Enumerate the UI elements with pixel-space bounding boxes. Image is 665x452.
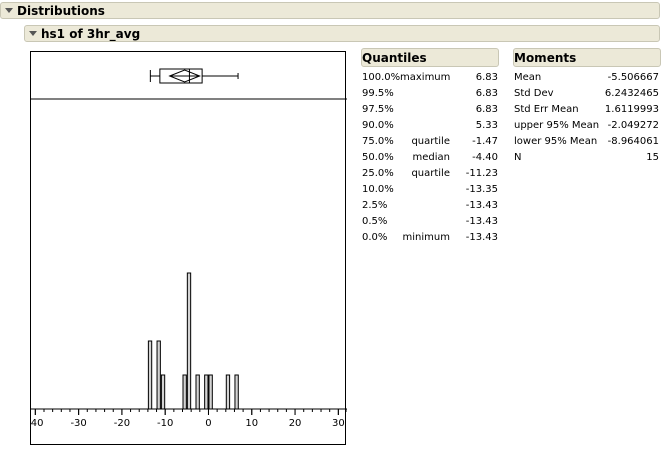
x-tick-label: 20 <box>289 418 302 429</box>
histogram-bar <box>225 374 231 410</box>
quantile-label: median <box>412 152 451 163</box>
quantile-percent: 90.0% <box>362 120 394 131</box>
quantile-percent: 99.5% <box>362 88 394 99</box>
quantile-value: -13.43 <box>465 216 498 227</box>
quantile-percent: 75.0% <box>362 136 394 147</box>
quantile-percent: 0.5% <box>362 216 388 227</box>
moment-value: 6.2432465 <box>604 88 659 99</box>
quantile-percent: 97.5% <box>362 104 394 115</box>
quantile-value: 6.83 <box>475 104 498 115</box>
quantile-percent: 10.0% <box>362 184 394 195</box>
quantile-label <box>400 103 450 117</box>
moment-label: Std Err Mean <box>514 104 579 115</box>
quantiles-header[interactable]: Quantiles <box>361 48 499 67</box>
histogram-bar <box>234 374 239 410</box>
quantile-value: -13.43 <box>465 232 498 243</box>
x-tick-label: -20 <box>114 418 130 429</box>
quantile-value: -13.43 <box>465 200 498 211</box>
quantile-label: minimum <box>402 232 450 243</box>
quantile-percent: 50.0% <box>362 152 394 163</box>
moment-label: lower 95% Mean <box>514 136 598 147</box>
x-tick-label: 30 <box>332 418 345 429</box>
histogram-bar <box>156 340 161 410</box>
distributions-header[interactable]: Distributions <box>0 2 660 19</box>
variable-header[interactable]: hs1 of 3hr_avg <box>24 25 660 42</box>
disclosure-triangle-icon[interactable] <box>29 31 37 36</box>
quantile-label <box>400 87 450 101</box>
quantile-value: -11.23 <box>465 168 498 179</box>
moment-value: -2.049272 <box>607 120 659 131</box>
quantile-percent: 2.5% <box>362 200 388 211</box>
quantile-value: -13.35 <box>465 184 498 195</box>
quantile-label <box>400 183 450 197</box>
moment-value: 1.6119993 <box>604 104 659 115</box>
histogram-bar <box>186 272 192 410</box>
distributions-title: Distributions <box>17 3 105 18</box>
histogram-bar <box>182 374 187 410</box>
quantiles-title: Quantiles <box>362 50 427 65</box>
moment-value: 15 <box>646 152 659 163</box>
moment-label: Mean <box>514 72 542 83</box>
moment-label: N <box>514 152 522 163</box>
boxplot[interactable] <box>149 68 239 84</box>
moment-label: upper 95% Mean <box>514 120 600 131</box>
x-tick-label: -40 <box>31 418 44 429</box>
histogram-bar <box>160 374 166 410</box>
moments-header[interactable]: Moments <box>513 48 661 67</box>
x-tick-label: 0 <box>205 418 211 429</box>
quantile-value: -1.47 <box>472 136 498 147</box>
histogram-bars <box>147 272 239 410</box>
histogram-bar <box>195 374 200 410</box>
disclosure-triangle-icon[interactable] <box>5 8 13 13</box>
histogram-svg: -40 -30 -20 -10 0 10 20 30 <box>31 68 347 429</box>
histogram-plot[interactable]: -40 -30 -20 -10 0 10 20 30 <box>30 51 347 445</box>
quantile-label <box>400 199 450 213</box>
histogram-bar <box>204 374 209 410</box>
histogram-bar <box>147 340 153 410</box>
quantile-value: 6.83 <box>475 72 498 83</box>
quantile-label <box>400 119 450 133</box>
quantile-percent: 0.0% <box>362 232 388 243</box>
x-axis: -40 -30 -20 -10 0 10 20 30 <box>31 408 347 429</box>
quantile-label: quartile <box>411 168 450 179</box>
quantile-value: 6.83 <box>475 88 498 99</box>
histogram-bar <box>208 374 213 410</box>
quantile-label: quartile <box>411 136 450 147</box>
quantile-percent: 25.0% <box>362 168 394 179</box>
quantile-value: 5.33 <box>475 120 498 131</box>
moment-value: -5.506667 <box>607 72 659 83</box>
x-tick-label: 10 <box>245 418 258 429</box>
moments-title: Moments <box>514 50 577 65</box>
moment-value: -8.964061 <box>607 136 659 147</box>
variable-title: hs1 of 3hr_avg <box>41 26 141 41</box>
quantile-percent: 100.0% <box>362 72 401 83</box>
quantile-label <box>400 215 450 229</box>
x-tick-label: -30 <box>70 418 86 429</box>
moment-label: Std Dev <box>514 88 554 99</box>
quantile-value: -4.40 <box>472 152 498 163</box>
x-tick-label: -10 <box>157 418 173 429</box>
quantile-label: maximum <box>400 72 451 83</box>
